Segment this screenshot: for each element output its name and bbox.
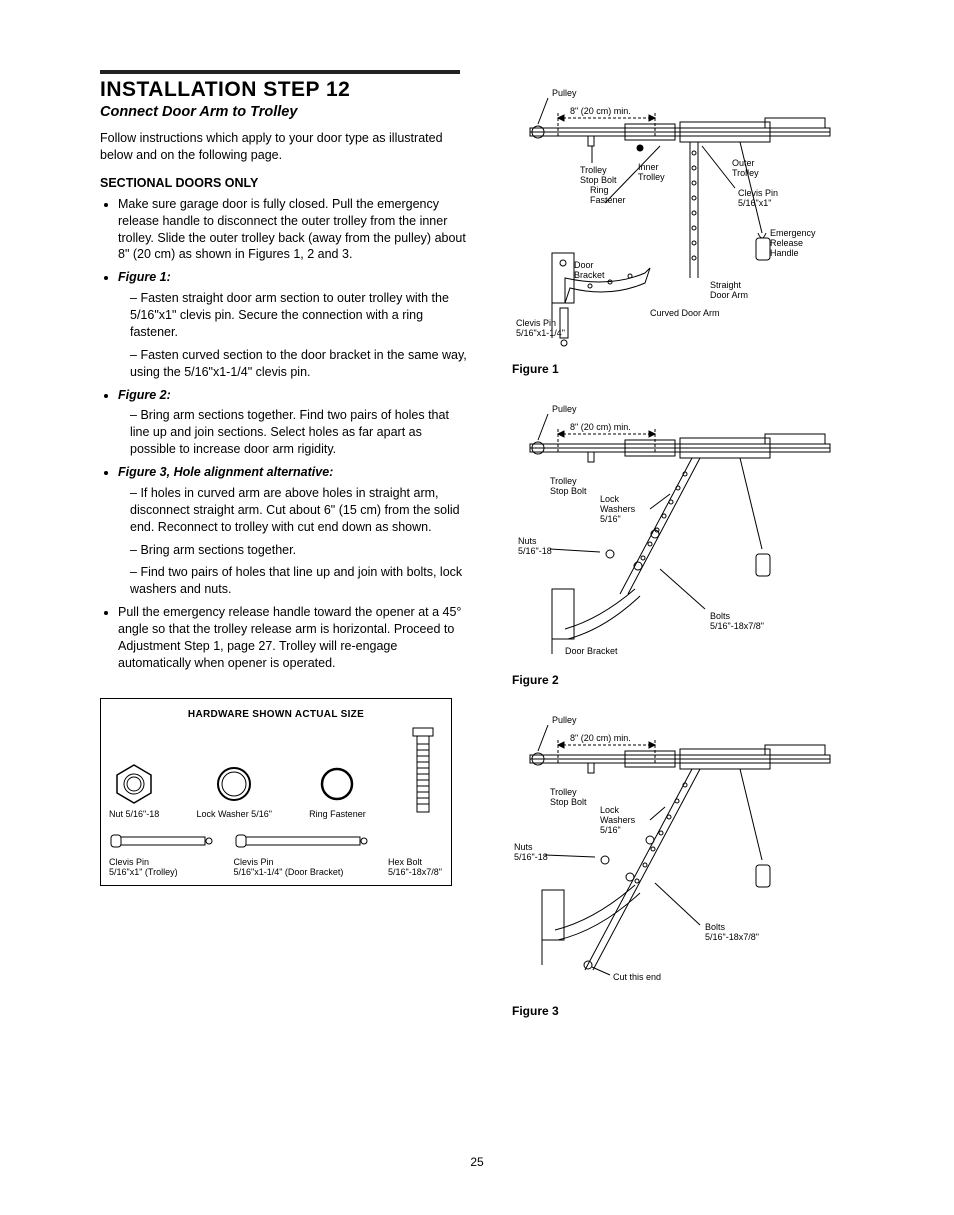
hw-ring: Ring Fastener — [309, 762, 366, 820]
hw-label: 5/16"-18x7/8" — [388, 867, 442, 877]
svg-text:OuterTrolley: OuterTrolley — [732, 158, 759, 178]
sub-item: Fasten curved section to the door bracke… — [130, 347, 470, 381]
bullet-item: Make sure garage door is fully closed. P… — [118, 196, 470, 264]
label-pulley: Pulley — [552, 715, 577, 725]
sub-item: Find two pairs of holes that line up and… — [130, 564, 470, 598]
hw-label: 5/16"x1" (Trolley) — [109, 867, 178, 877]
figure-label: Figure 1: — [118, 270, 171, 284]
label-dim: 8" (20 cm) min. — [570, 422, 631, 432]
sub-item: Bring arm sections together. — [130, 542, 470, 559]
svg-text:Nuts5/16"-18: Nuts5/16"-18 — [518, 536, 552, 556]
svg-text:Clevis Pin5/16"x1": Clevis Pin5/16"x1" — [738, 188, 778, 208]
figure-2-caption: Figure 2 — [512, 673, 869, 687]
label-dim: 8" (20 cm) min. — [570, 733, 631, 743]
intro-text: Follow instructions which apply to your … — [100, 130, 470, 164]
figure-label: Figure 3, Hole alignment alternative: — [118, 465, 333, 479]
label-pulley: Pulley — [552, 404, 577, 414]
bullet-item: Figure 1: Fasten straight door arm secti… — [118, 269, 470, 380]
two-column-layout: INSTALLATION STEP 12 Connect Door Arm to… — [100, 70, 869, 1036]
svg-text:DoorBracket: DoorBracket — [574, 260, 605, 280]
bullet-item: Figure 2: Bring arm sections together. F… — [118, 387, 470, 459]
step-title: INSTALLATION STEP 12 — [100, 78, 470, 102]
svg-text:TrolleyStop Bolt: TrolleyStop Bolt — [550, 476, 587, 496]
right-column: Pulley 8" (20 cm) min. TrolleyStop Bolt … — [510, 70, 869, 1036]
left-column: INSTALLATION STEP 12 Connect Door Arm to… — [100, 70, 470, 1036]
hardware-row: Clevis Pin 5/16"x1" (Trolley) Clevis Pin… — [109, 828, 443, 878]
bullet-item: Figure 3, Hole alignment alternative: If… — [118, 464, 470, 598]
sub-list: If holes in curved arm are above holes i… — [118, 485, 470, 598]
hardware-row: Nut 5/16"-18 Lock Washer 5/16" Ring Fast… — [109, 726, 443, 820]
figure-3-caption: Figure 3 — [512, 1004, 869, 1018]
sub-item: If holes in curved arm are above holes i… — [130, 485, 470, 536]
svg-text:EmergencyReleaseHandle: EmergencyReleaseHandle — [770, 228, 816, 258]
hw-label: Nut 5/16"-18 — [109, 809, 159, 819]
hardware-box: HARDWARE SHOWN ACTUAL SIZE Nut 5/16"-18 … — [100, 698, 452, 887]
label-dim: 8" (20 cm) min. — [570, 106, 631, 116]
svg-text:LockWashers5/16": LockWashers5/16" — [600, 494, 636, 524]
label-cut: Cut this end — [613, 972, 661, 982]
bullet-item: Pull the emergency release handle toward… — [118, 604, 470, 672]
label-bracket: Door Bracket — [565, 646, 618, 656]
hw-label: Clevis Pin — [234, 857, 274, 867]
section-heading: SECTIONAL DOORS ONLY — [100, 176, 470, 190]
sub-list: Fasten straight door arm section to oute… — [118, 290, 470, 380]
hw-label: Lock Washer 5/16" — [197, 809, 272, 819]
hw-label: Hex Bolt — [388, 857, 422, 867]
figure-2-diagram: Pulley 8" (20 cm) min. TrolleyStop Bolt … — [510, 394, 840, 664]
instruction-list: Make sure garage door is fully closed. P… — [100, 196, 470, 672]
svg-text:Clevis Pin5/16"x1-1/4": Clevis Pin5/16"x1-1/4" — [516, 318, 565, 338]
svg-text:TrolleyStop Bolt: TrolleyStop Bolt — [580, 165, 617, 185]
svg-text:InnerTrolley: InnerTrolley — [638, 162, 665, 182]
hw-bolt-label: Hex Bolt 5/16"-18x7/8" — [388, 832, 443, 878]
header-rule — [100, 70, 460, 74]
hw-label: Clevis Pin — [109, 857, 149, 867]
svg-text:Bolts5/16"-18x7/8": Bolts5/16"-18x7/8" — [710, 611, 764, 631]
svg-text:StraightDoor Arm: StraightDoor Arm — [710, 280, 748, 300]
hw-bolt-top — [403, 726, 443, 820]
figure-1-diagram: Pulley 8" (20 cm) min. TrolleyStop Bolt … — [510, 78, 840, 353]
svg-text:Bolts5/16"-18x7/8": Bolts5/16"-18x7/8" — [705, 922, 759, 942]
svg-text:Nuts5/16"-18: Nuts5/16"-18 — [514, 842, 548, 862]
label-pulley: Pulley — [552, 88, 577, 98]
page-number: 25 — [0, 1155, 954, 1169]
hw-nut: Nut 5/16"-18 — [109, 762, 159, 820]
figure-label: Figure 2: — [118, 388, 171, 402]
label-curved: Curved Door Arm — [650, 308, 720, 318]
hw-clevis2: Clevis Pin 5/16"x1-1/4" (Door Bracket) — [234, 828, 374, 878]
hw-label: 5/16"x1-1/4" (Door Bracket) — [234, 867, 344, 877]
svg-text:LockWashers5/16": LockWashers5/16" — [600, 805, 636, 835]
svg-text:RingFastener: RingFastener — [590, 185, 626, 205]
hw-lockwasher: Lock Washer 5/16" — [197, 762, 272, 820]
subtitle: Connect Door Arm to Trolley — [100, 104, 470, 120]
svg-text:TrolleyStop Bolt: TrolleyStop Bolt — [550, 787, 587, 807]
hw-clevis1: Clevis Pin 5/16"x1" (Trolley) — [109, 828, 219, 878]
hardware-title: HARDWARE SHOWN ACTUAL SIZE — [109, 709, 443, 720]
sub-item: Bring arm sections together. Find two pa… — [130, 407, 470, 458]
page-root: INSTALLATION STEP 12 Connect Door Arm to… — [0, 0, 954, 1215]
sub-item: Fasten straight door arm section to oute… — [130, 290, 470, 341]
hw-label: Ring Fastener — [309, 809, 366, 819]
figure-3-diagram: Pulley 8" (20 cm) min. TrolleyStop Bolt … — [510, 705, 840, 995]
figure-1-caption: Figure 1 — [512, 362, 869, 376]
sub-list: Bring arm sections together. Find two pa… — [118, 407, 470, 458]
